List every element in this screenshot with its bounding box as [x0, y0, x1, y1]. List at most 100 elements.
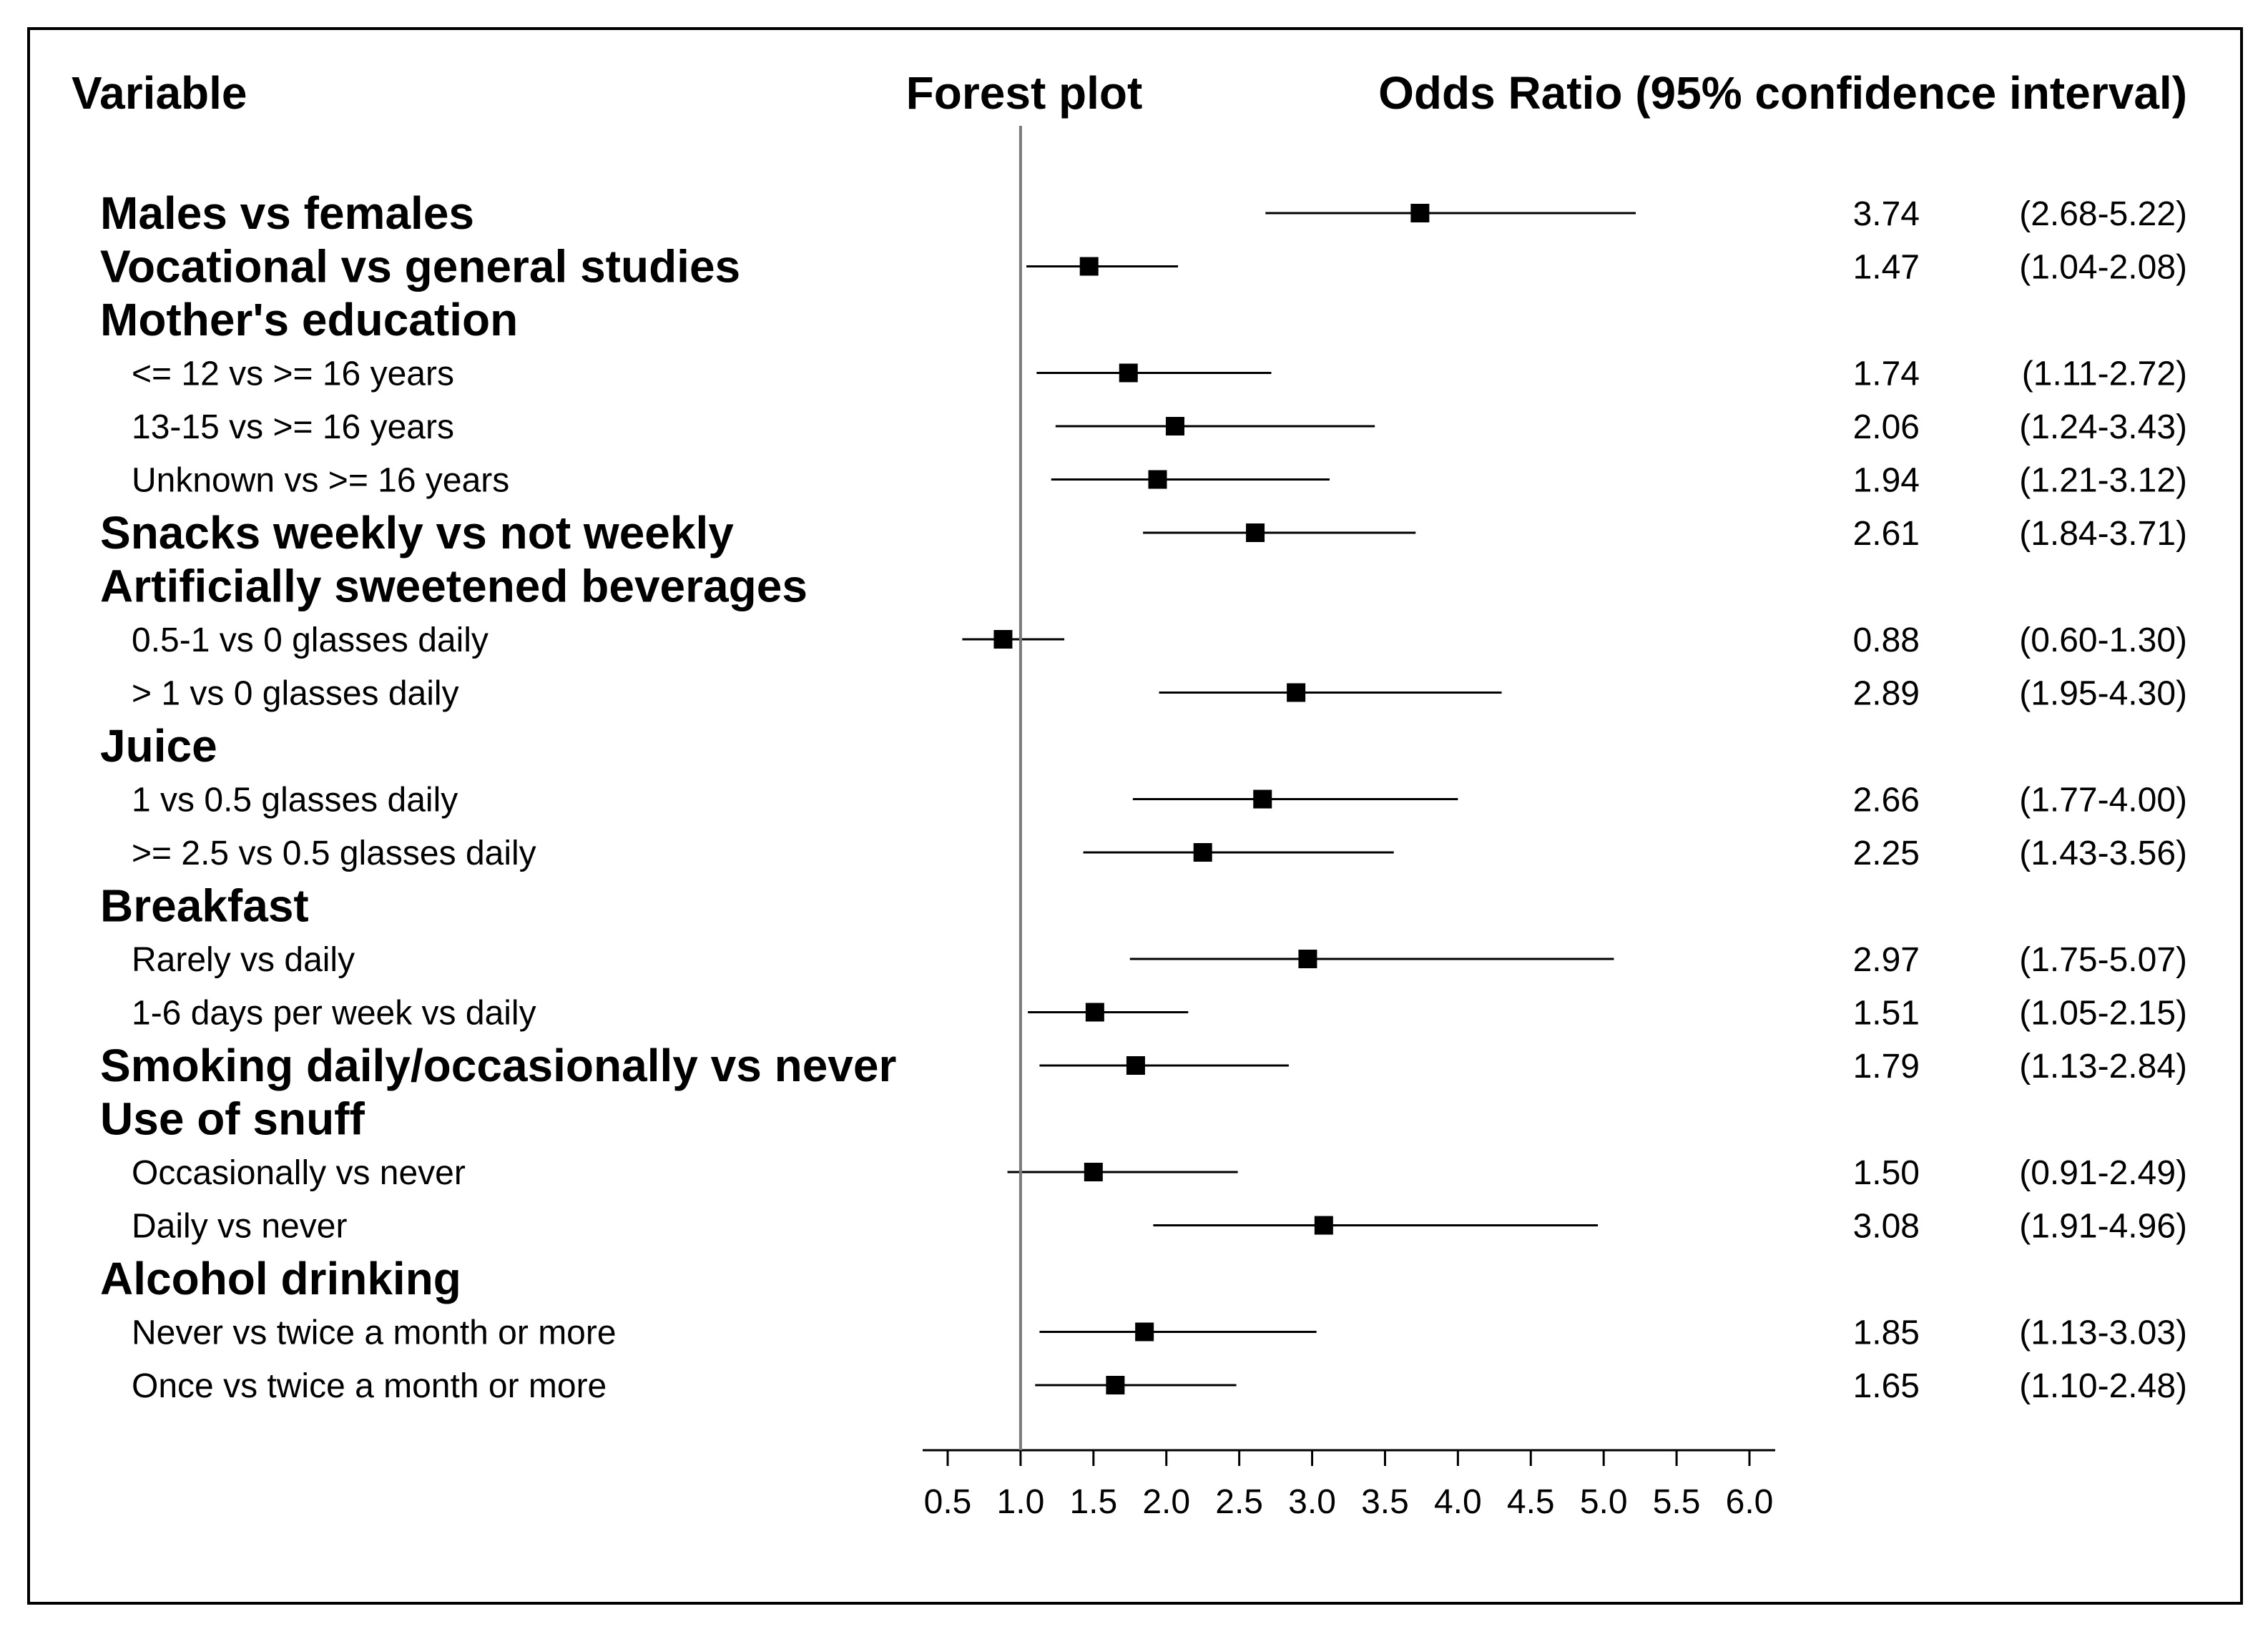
x-tick-label: 2.5 [1215, 1483, 1263, 1521]
forest-row: Use of snuff [100, 1093, 365, 1145]
x-tick-label: 5.5 [1653, 1483, 1701, 1521]
subgroup-label: Never vs twice a month or more [132, 1314, 617, 1352]
forest-row: 13-15 vs >= 16 years 2.06 (1.24-3.43) [132, 408, 2187, 446]
subgroup-label: Once vs twice a month or more [132, 1367, 607, 1405]
forest-row: Unknown vs >= 16 years 1.94 (1.21-3.12) [132, 462, 2187, 500]
or-value: 2.25 [1853, 835, 1920, 872]
x-tick-label: 3.0 [1288, 1483, 1336, 1521]
category-label: Juice [100, 720, 217, 772]
or-point [993, 630, 1013, 649]
or-point [1135, 1322, 1154, 1342]
forest-row: Alcohol drinking [100, 1253, 461, 1304]
or-point [1287, 683, 1306, 702]
category-label: Alcohol drinking [100, 1253, 461, 1304]
category-label: Males vs females [100, 187, 474, 239]
or-value: 1.47 [1853, 249, 1920, 287]
subgroup-label: 13-15 vs >= 16 years [132, 408, 454, 446]
or-point [1148, 470, 1167, 489]
or-point [1079, 257, 1099, 276]
x-tick-label: 1.0 [997, 1483, 1045, 1521]
or-value: 1.50 [1853, 1154, 1920, 1192]
or-value: 1.85 [1853, 1314, 1920, 1352]
or-point [1253, 789, 1272, 809]
subgroup-label: >= 2.5 vs 0.5 glasses daily [132, 835, 536, 872]
or-value: 1.51 [1853, 995, 1920, 1033]
x-tick-label: 2.0 [1142, 1483, 1190, 1521]
forest-row: Once vs twice a month or more 1.65 (1.10-2… [132, 1367, 2187, 1405]
x-axis: 0.5 1.0 1.5 2.0 2.5 3.0 3.5 4.0 4.5 5.0 5.5 6.0 [923, 1449, 1775, 1521]
ci-value: (1.77-4.00) [2019, 782, 2187, 820]
x-tick-label: 1.5 [1069, 1483, 1117, 1521]
subgroup-label: 0.5-1 vs 0 glasses daily [132, 621, 489, 659]
forest-row: Rarely vs daily 2.97 (1.75-5.07) [132, 941, 2187, 979]
ci-value: (1.84-3.71) [2019, 515, 2187, 553]
category-label: Mother's education [100, 294, 518, 345]
or-value: 2.06 [1853, 408, 1920, 446]
forest-row: <= 12 vs >= 16 years 1.74 (1.11-2.72) [132, 355, 2187, 393]
subgroup-label: Rarely vs daily [132, 941, 355, 979]
or-value: 2.89 [1853, 675, 1920, 713]
or-point [1193, 843, 1212, 862]
ci-value: (1.21-3.12) [2019, 462, 2187, 500]
or-value: 1.94 [1853, 462, 1920, 500]
or-value: 2.66 [1853, 782, 1920, 820]
forest-row: Snacks weekly vs not weekly 2.61 (1.84-3.7… [100, 507, 2187, 558]
ci-value: (1.13-2.84) [2019, 1048, 2187, 1086]
ci-value: (1.91-4.96) [2019, 1208, 2187, 1246]
subgroup-label: Unknown vs >= 16 years [132, 462, 509, 500]
or-point [1119, 363, 1138, 383]
subgroup-label: 1 vs 0.5 glasses daily [132, 782, 458, 820]
or-point [1298, 950, 1317, 968]
header-forest-plot: Forest plot [906, 67, 1143, 119]
ci-value: (1.95-4.30) [2019, 675, 2187, 713]
forest-row: 1-6 days per week vs daily 1.51 (1.05-2.15… [132, 995, 2187, 1033]
forest-row: Juice [100, 720, 217, 772]
or-value: 1.79 [1853, 1048, 1920, 1086]
subgroup-label: Occasionally vs never [132, 1154, 466, 1192]
or-point [1084, 1163, 1103, 1181]
ci-value: (1.24-3.43) [2019, 408, 2187, 446]
forest-row: >= 2.5 vs 0.5 glasses daily 2.25 (1.43-3.5… [132, 835, 2187, 872]
header-variable: Variable [72, 67, 247, 119]
forest-row: Breakfast [100, 880, 309, 932]
or-point [1085, 1003, 1104, 1022]
ci-value: (1.11-2.72) [2022, 355, 2187, 393]
x-tick-label: 4.0 [1434, 1483, 1482, 1521]
ci-value: (2.68-5.22) [2019, 195, 2187, 233]
or-value: 1.65 [1853, 1367, 1920, 1405]
or-point [1314, 1216, 1333, 1235]
x-tick-label: 4.5 [1507, 1483, 1555, 1521]
or-value: 3.08 [1853, 1208, 1920, 1246]
ci-value: (1.05-2.15) [2019, 995, 2187, 1033]
chart-frame [27, 27, 2243, 1605]
x-tick-label: 3.5 [1361, 1483, 1409, 1521]
or-value: 2.61 [1853, 515, 1920, 553]
category-label: Snacks weekly vs not weekly [100, 507, 734, 558]
ci-value: (0.91-2.49) [2019, 1154, 2187, 1192]
forest-rows: Males vs females 3.74 (2.68-5.22) Vocationa… [100, 187, 2187, 1405]
or-value: 1.74 [1853, 355, 1920, 393]
ci-value: (1.43-3.56) [2019, 835, 2187, 872]
subgroup-label: Daily vs never [132, 1208, 347, 1246]
or-point [1165, 417, 1184, 435]
subgroup-label: > 1 vs 0 glasses daily [132, 675, 459, 713]
or-value: 2.97 [1853, 941, 1920, 979]
forest-row: Occasionally vs never 1.50 (0.91-2.49) [132, 1154, 2187, 1192]
forest-row: Smoking daily/occasionally vs never 1.79 (… [100, 1040, 2187, 1091]
or-point [1410, 204, 1430, 222]
ci-value: (1.75-5.07) [2019, 941, 2187, 979]
forest-row: Vocational vs general studies 1.47 (1.04-2… [100, 241, 2187, 292]
forest-row: Never vs twice a month or more 1.85 (1.13-… [132, 1314, 2187, 1352]
or-point [1106, 1376, 1125, 1394]
or-value: 0.88 [1853, 621, 1920, 659]
forest-row: Artificially sweetened beverages [100, 561, 807, 612]
forest-row: Daily vs never 3.08 (1.91-4.96) [132, 1208, 2187, 1246]
ci-value: (1.10-2.48) [2019, 1367, 2187, 1405]
subgroup-label: <= 12 vs >= 16 years [132, 355, 454, 393]
ci-value: (0.60-1.30) [2019, 621, 2187, 659]
category-label: Smoking daily/occasionally vs never [100, 1040, 896, 1091]
forest-row: > 1 vs 0 glasses daily 2.89 (1.95-4.30) [132, 675, 2187, 713]
category-label: Breakfast [100, 880, 309, 932]
ci-value: (1.04-2.08) [2019, 249, 2187, 287]
